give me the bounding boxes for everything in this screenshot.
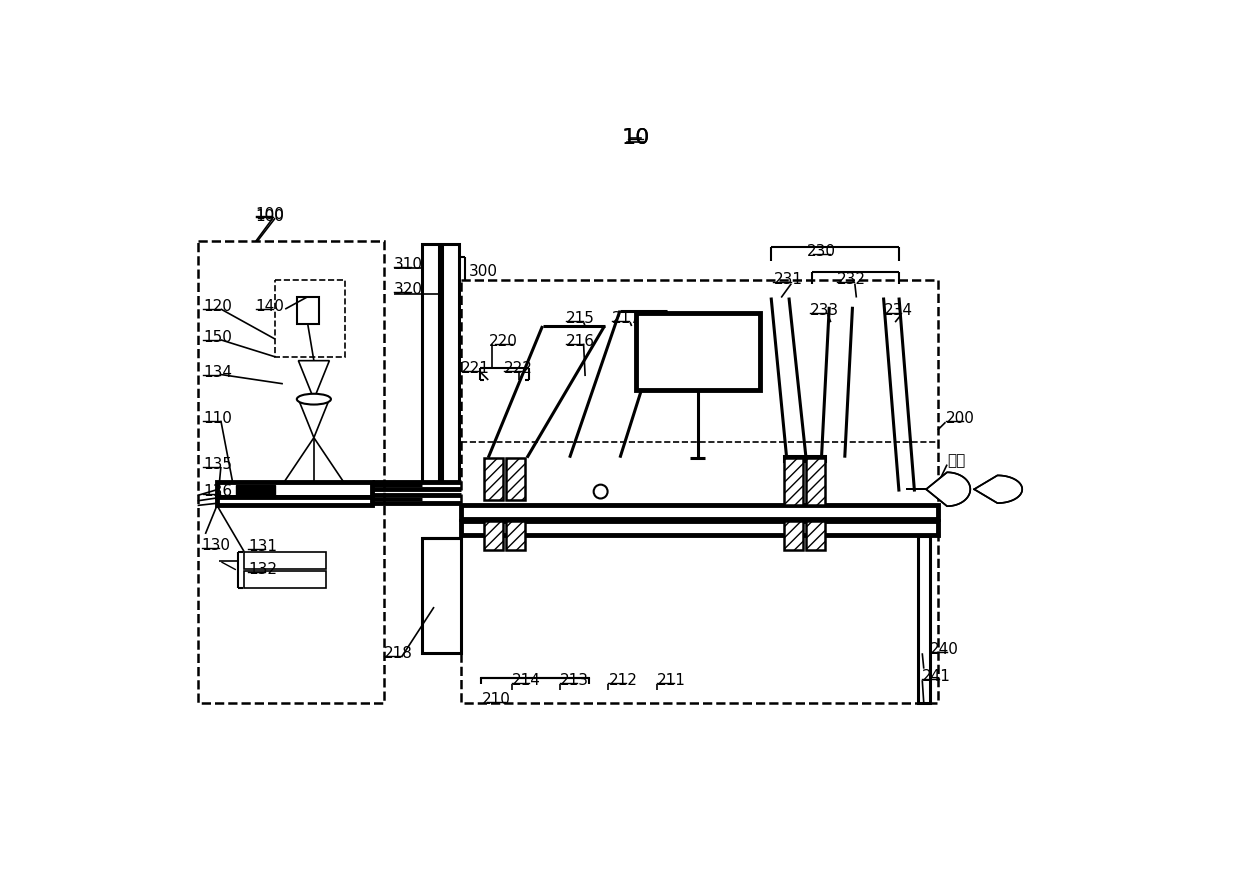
Text: 焰炬: 焰炬 xyxy=(947,453,965,468)
Text: 136: 136 xyxy=(203,484,232,499)
Text: 120: 120 xyxy=(203,299,232,314)
Text: 240: 240 xyxy=(930,642,959,657)
Bar xyxy=(461,505,937,519)
Bar xyxy=(635,313,759,390)
Bar xyxy=(461,521,937,535)
Text: 241: 241 xyxy=(923,669,951,684)
Polygon shape xyxy=(299,400,330,438)
Bar xyxy=(806,521,825,550)
Text: 218: 218 xyxy=(383,646,413,661)
Bar xyxy=(441,243,459,482)
Text: 140: 140 xyxy=(255,299,285,314)
Bar xyxy=(244,571,325,588)
Text: 216: 216 xyxy=(565,334,595,349)
Polygon shape xyxy=(926,472,970,506)
Text: 134: 134 xyxy=(203,364,232,379)
Bar xyxy=(485,521,503,550)
Bar xyxy=(244,551,325,568)
Polygon shape xyxy=(299,361,330,400)
Text: 100: 100 xyxy=(255,207,285,222)
Text: 232: 232 xyxy=(837,272,866,287)
Text: 200: 200 xyxy=(945,411,975,425)
Bar xyxy=(423,538,461,654)
Circle shape xyxy=(594,485,608,498)
Text: 10: 10 xyxy=(621,128,650,148)
Text: 215: 215 xyxy=(565,311,595,326)
Text: 222: 222 xyxy=(503,361,533,376)
Text: 100: 100 xyxy=(255,209,285,224)
Bar xyxy=(217,497,372,504)
Bar xyxy=(785,521,804,550)
Text: 310: 310 xyxy=(394,257,423,272)
Text: 135: 135 xyxy=(203,457,232,472)
Bar xyxy=(506,457,525,500)
Text: 150: 150 xyxy=(203,329,232,345)
Text: 217: 217 xyxy=(613,311,641,326)
Text: 234: 234 xyxy=(883,303,913,318)
Bar xyxy=(919,536,930,703)
Text: 210: 210 xyxy=(481,692,511,707)
Bar xyxy=(785,457,804,505)
Text: 231: 231 xyxy=(774,272,802,287)
Bar xyxy=(275,280,345,357)
Text: 233: 233 xyxy=(810,303,839,318)
Bar xyxy=(423,243,439,482)
Text: 131: 131 xyxy=(248,539,277,554)
Text: 320: 320 xyxy=(394,282,423,297)
Bar xyxy=(485,457,503,500)
Text: 10: 10 xyxy=(621,128,650,148)
Bar xyxy=(461,280,937,703)
Text: 230: 230 xyxy=(807,243,836,258)
Text: 300: 300 xyxy=(469,265,498,280)
Text: 212: 212 xyxy=(609,672,637,687)
Text: 220: 220 xyxy=(490,334,518,349)
Text: 214: 214 xyxy=(511,672,541,687)
Text: 110: 110 xyxy=(203,411,232,425)
Bar xyxy=(237,486,275,496)
Text: 221: 221 xyxy=(461,361,490,376)
Bar xyxy=(197,242,383,703)
Bar xyxy=(506,521,525,550)
Polygon shape xyxy=(975,475,1022,503)
Text: 213: 213 xyxy=(560,672,589,687)
Ellipse shape xyxy=(296,393,331,405)
Bar xyxy=(296,297,319,324)
Bar xyxy=(217,481,372,497)
Bar xyxy=(806,457,825,505)
Text: 211: 211 xyxy=(657,672,686,687)
Bar xyxy=(785,456,825,461)
Text: 132: 132 xyxy=(248,562,277,577)
Text: 130: 130 xyxy=(201,538,231,552)
